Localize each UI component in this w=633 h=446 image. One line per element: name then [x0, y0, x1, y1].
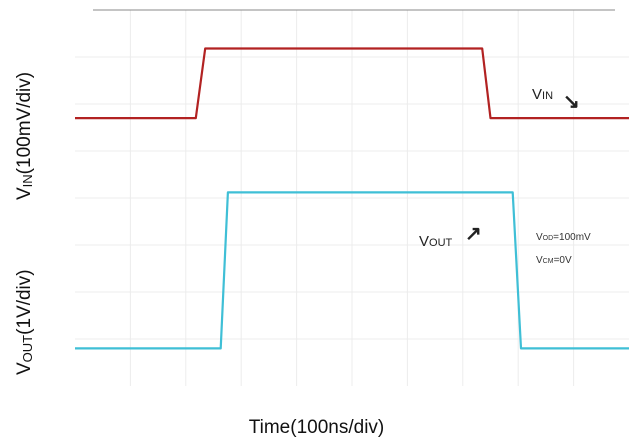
- y-axis-label-vin-suffix: (100mV/div): [14, 71, 35, 175]
- vout-label-sub: OUT: [429, 237, 453, 249]
- y-axis-label-vout: VOUT(1V/div): [14, 269, 36, 375]
- y-axis-label-vout-prefix: V: [14, 362, 35, 375]
- vcm-value: =0V: [553, 255, 572, 266]
- vin-arrow-icon: ↘: [563, 91, 580, 113]
- vcm-prefix: V: [536, 255, 543, 266]
- plot-traces: [75, 47, 629, 350]
- series-line-vout: [75, 191, 629, 350]
- vod-value: =100mV: [553, 232, 591, 243]
- vout-arrow-icon: ↗: [465, 223, 482, 245]
- y-axis-label-vin-prefix: V: [14, 187, 35, 200]
- series-line-vin: [75, 47, 629, 120]
- plot-grid: [75, 9, 629, 386]
- vod-annotation: VOD=100mV: [536, 232, 591, 243]
- vin-trace-label: VIN: [532, 86, 553, 103]
- x-axis-label: Time(100ns/div): [248, 417, 385, 438]
- vod-prefix: V: [536, 232, 543, 243]
- vout-trace-label: VOUT: [419, 233, 452, 250]
- y-axis-label-vout-suffix: (1V/div): [14, 269, 35, 335]
- y-axis-label-vin: VIN(100mV/div): [14, 72, 36, 200]
- vod-sub: OD: [542, 235, 554, 242]
- vcm-annotation: VCM=0V: [536, 255, 572, 266]
- y-axis-label-vout-sub: OUT: [20, 334, 35, 363]
- vcm-sub: CM: [542, 258, 554, 265]
- vin-label-sub: IN: [542, 90, 554, 102]
- vout-label-main: V: [419, 233, 430, 250]
- vin-label-main: V: [532, 86, 543, 103]
- y-axis-label-vin-sub: IN: [20, 174, 35, 188]
